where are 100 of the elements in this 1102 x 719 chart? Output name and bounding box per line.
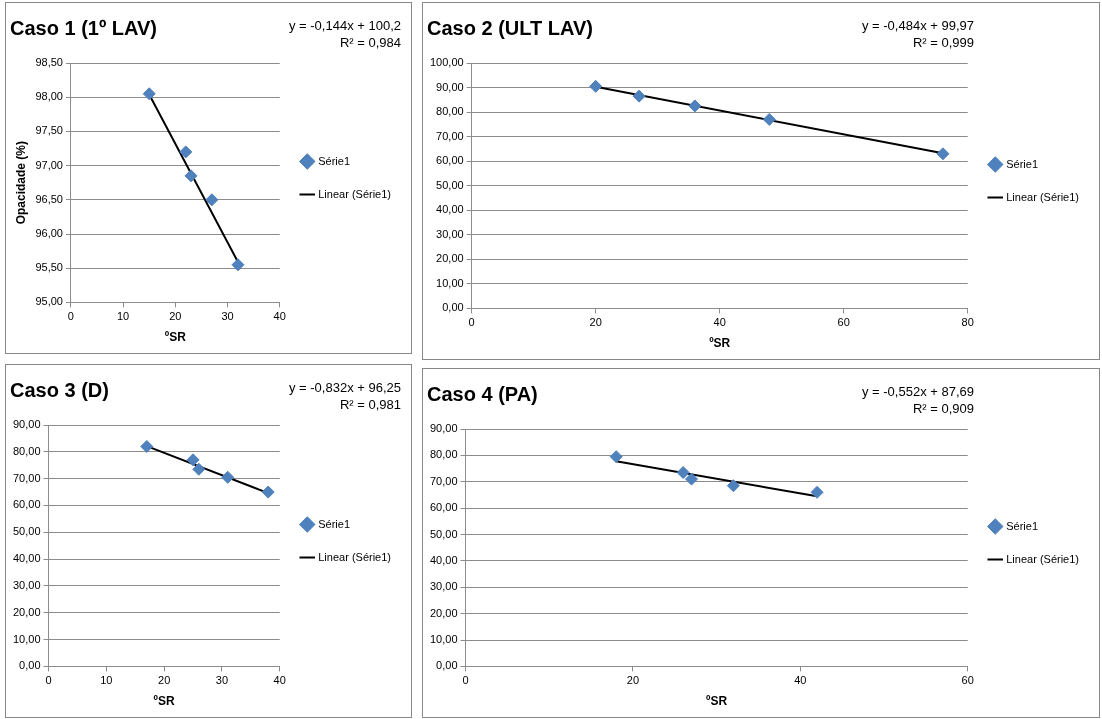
y-tick-label: 30,00 [13, 578, 41, 591]
y-tick-label: 60,00 [430, 501, 458, 514]
point [231, 258, 245, 272]
y-tick-label: 40,00 [430, 553, 458, 566]
chart-title: Caso 1 (1º LAV) [10, 16, 157, 39]
y-tick-label: 40,00 [436, 203, 464, 216]
text: y = -0,832x + 96,25 [288, 379, 401, 396]
x-tick-label: 20 [589, 316, 602, 329]
x-axis-title: ºSR [709, 336, 731, 351]
legend-label: Linear (Série1) [318, 550, 392, 563]
y-tick-label: 0,00 [442, 301, 464, 314]
y-tick-label: 100,00 [429, 56, 464, 69]
y-tick-label: 50,00 [436, 178, 464, 191]
point [589, 79, 603, 93]
x-tick-label: 20 [169, 310, 182, 323]
y-tick-label: 50,00 [13, 525, 41, 538]
x-axis-title: ºSR [706, 694, 728, 709]
x-tick-label: 0 [468, 316, 475, 329]
point [186, 453, 200, 467]
y-tick-label: 10,00 [436, 276, 464, 289]
chart-title: Caso 2 (ULT LAV) [427, 16, 593, 39]
y-tick-label: 80,00 [13, 444, 41, 457]
point [184, 169, 198, 183]
text: y = -0,144x + 100,2 [288, 17, 401, 34]
text: y = -0,484x + 99,97 [861, 17, 974, 34]
point [179, 145, 193, 159]
point [221, 470, 235, 484]
y-tick-label: 10,00 [430, 633, 458, 646]
y-tick-label: 98,00 [35, 90, 63, 103]
point [688, 99, 702, 113]
y-tick-label: 90,00 [436, 80, 464, 93]
legend-label: Série1 [318, 154, 351, 167]
x-tick-label: 0 [45, 674, 52, 687]
legend-label: Linear (Série1) [318, 187, 392, 200]
y-tick-label: 60,00 [436, 154, 464, 167]
x-tick-label: 40 [273, 674, 286, 687]
text: R² = 0,909 [911, 400, 974, 417]
y-tick-label: 40,00 [13, 552, 41, 565]
x-tick-label: 60 [961, 674, 974, 687]
y-tick-label: 0,00 [19, 659, 41, 672]
y-tick-label: 90,00 [430, 422, 458, 435]
x-tick-label: 80 [961, 316, 974, 329]
y-tick-label: 80,00 [430, 448, 458, 461]
y-tick-label: 95,00 [35, 295, 63, 308]
y-tick-label: 96,50 [35, 192, 63, 205]
legend-label: Linear (Série1) [1006, 190, 1080, 203]
y-tick-label: 70,00 [436, 129, 464, 142]
y-tick-label: 80,00 [436, 105, 464, 118]
x-tick-label: 30 [215, 674, 229, 687]
chart-title: Caso 4 (PA) [427, 382, 538, 405]
y-tick-label: 60,00 [13, 498, 41, 511]
text: R² = 0,981 [338, 396, 401, 413]
x-tick-label: 10 [117, 310, 130, 323]
y-tick-label: 0,00 [436, 659, 458, 672]
point [142, 87, 156, 101]
y-axis-title: Opacidade (%) [13, 141, 28, 225]
x-tick-label: 60 [837, 316, 850, 329]
point [261, 485, 275, 499]
y-tick-label: 70,00 [13, 471, 41, 484]
point [685, 472, 699, 486]
x-tick-label: 40 [794, 674, 807, 687]
x-tick-label: 0 [462, 674, 469, 687]
x-axis-title: ºSR [164, 330, 187, 345]
y-tick-label: 10,00 [13, 632, 41, 645]
chart-title: Caso 3 (D) [10, 378, 109, 401]
x-tick-label: 20 [626, 674, 640, 687]
point [936, 147, 950, 161]
y-tick-label: 20,00 [13, 605, 41, 618]
point [726, 479, 740, 493]
point [140, 439, 154, 453]
y-tick-label: 20,00 [430, 606, 458, 619]
x-tick-label: 40 [273, 310, 286, 323]
legend-label: Linear (Série1) [1006, 552, 1080, 565]
y-tick-label: 98,50 [35, 56, 63, 69]
point [676, 466, 690, 480]
legend-label: Série1 [1006, 519, 1039, 532]
x-tick-label: 30 [221, 310, 234, 323]
legend-label: Série1 [1006, 157, 1039, 170]
x-axis-title: ºSR [153, 694, 175, 709]
y-tick-label: 20,00 [436, 252, 464, 265]
point [762, 112, 776, 126]
point [205, 193, 219, 207]
text: y = -0,552x + 87,69 [861, 383, 974, 400]
y-tick-label: 30,00 [436, 227, 464, 240]
x-tick-label: 0 [67, 310, 74, 323]
text: R² = 0,999 [911, 34, 974, 51]
point [192, 462, 206, 476]
point [632, 89, 646, 103]
y-tick-label: 95,50 [35, 261, 63, 274]
y-tick-label: 90,00 [13, 418, 41, 431]
y-tick-label: 96,00 [35, 227, 63, 240]
y-tick-label: 30,00 [430, 580, 458, 593]
x-tick-label: 40 [713, 316, 726, 329]
x-tick-label: 10 [100, 674, 113, 687]
y-tick-label: 70,00 [430, 474, 458, 487]
y-tick-label: 97,00 [35, 158, 63, 171]
x-tick-label: 20 [158, 674, 171, 687]
point [810, 485, 824, 499]
y-tick-label: 50,00 [430, 527, 458, 540]
text: R² = 0,984 [338, 34, 401, 51]
